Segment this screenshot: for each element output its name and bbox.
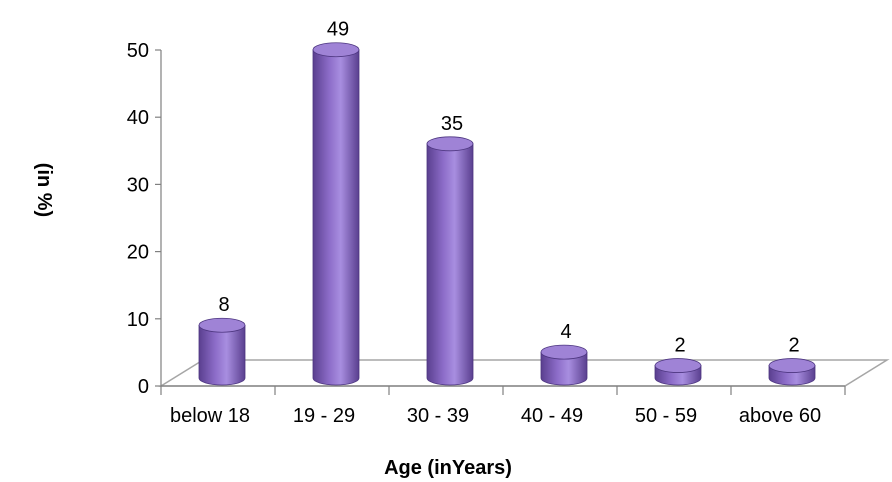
x-axis: below 18 19 - 29 30 - 39 40 - 49 50 - 59 abov… (160, 385, 846, 427)
x-category-label: 19 - 29 (293, 405, 355, 427)
bar (768, 358, 816, 386)
bar (312, 42, 360, 386)
y-axis: 0 10 20 30 40 50 (127, 40, 162, 398)
data-label: 2 (788, 335, 799, 357)
x-category-label: 40 - 49 (521, 405, 583, 427)
data-labels: 8 49 35 4 2 2 (218, 19, 799, 357)
bar-top (654, 358, 702, 373)
x-axis-title: Age (inYears) (384, 457, 512, 479)
data-label: 49 (327, 19, 349, 41)
data-label: 2 (674, 335, 685, 357)
y-tick-label: 50 (127, 40, 149, 62)
x-category-label: 50 - 59 (635, 405, 697, 427)
bar-series (198, 42, 816, 386)
bar (198, 317, 246, 386)
y-tick-label: 30 (127, 174, 149, 196)
data-label: 4 (560, 321, 571, 343)
y-tick-label: 0 (138, 376, 149, 398)
bar (540, 344, 588, 386)
y-axis-title: (in %) (33, 163, 55, 217)
x-category-label: above 60 (739, 405, 821, 427)
bar-top (426, 136, 474, 152)
x-category-label: 30 - 39 (407, 405, 469, 427)
y-tick-label: 20 (127, 242, 149, 264)
x-category-label: below 18 (170, 405, 250, 427)
bar-top (768, 358, 816, 373)
bar-top (198, 317, 246, 333)
bar-body (426, 143, 474, 386)
y-tick-label: 40 (127, 107, 149, 129)
bar-top (312, 42, 360, 58)
bar-body (540, 351, 588, 386)
data-label: 8 (218, 294, 229, 316)
bar-body (198, 324, 246, 386)
y-tick-label: 10 (127, 309, 149, 331)
data-label: 35 (441, 113, 463, 135)
bar (426, 136, 474, 386)
bar-top (540, 344, 588, 360)
bar (654, 358, 702, 386)
bar-body (312, 49, 360, 386)
